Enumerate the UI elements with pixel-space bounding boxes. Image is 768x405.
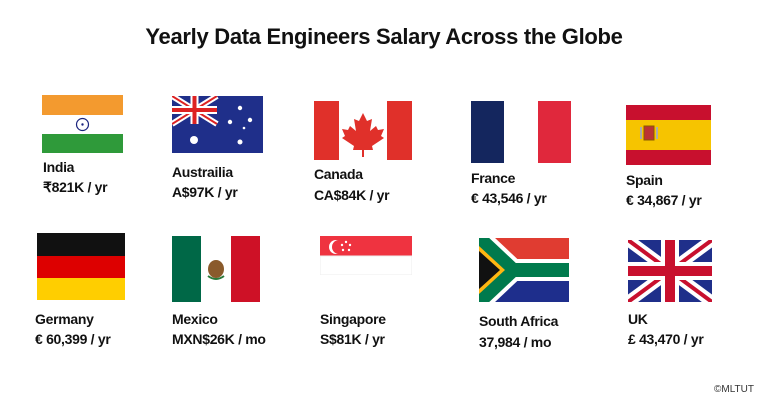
mexico-flag-icon <box>172 236 260 302</box>
salary-value: S$81K / yr <box>320 331 385 347</box>
country-name: Singapore <box>320 311 386 327</box>
salary-value: € 43,546 / yr <box>471 190 547 206</box>
india-flag-icon <box>42 95 123 153</box>
salary-value: ₹821K / yr <box>43 179 108 195</box>
canada-flag-icon <box>314 101 412 160</box>
country-name: South Africa <box>479 313 559 329</box>
country-name: India <box>43 159 75 175</box>
country-name: France <box>471 170 516 186</box>
salary-value: € 34,867 / yr <box>626 192 702 208</box>
salary-value: CA$84K / yr <box>314 187 390 203</box>
singapore-flag-icon <box>320 236 412 275</box>
salary-value: A$97K / yr <box>172 184 238 200</box>
australia-flag-icon <box>172 96 263 153</box>
france-flag-icon <box>471 101 571 163</box>
country-name: Canada <box>314 166 363 182</box>
uk-flag-icon <box>628 240 712 302</box>
salary-value: € 60,399 / yr <box>35 331 111 347</box>
germany-flag-icon <box>37 233 125 300</box>
country-name: Mexico <box>172 311 218 327</box>
south-africa-flag-icon <box>479 238 569 302</box>
country-name: Austrailia <box>172 164 233 180</box>
page-title: Yearly Data Engineers Salary Across the … <box>145 24 623 49</box>
country-name: Germany <box>35 311 94 327</box>
country-name: Spain <box>626 172 663 188</box>
copyright-label: ©MLTUT <box>714 384 754 395</box>
spain-flag-icon <box>626 105 711 165</box>
country-name: UK <box>628 311 648 327</box>
salary-value: 37,984 / mo <box>479 334 552 350</box>
salary-value: MXN$26K / mo <box>172 331 266 347</box>
salary-value: £ 43,470 / yr <box>628 331 704 347</box>
